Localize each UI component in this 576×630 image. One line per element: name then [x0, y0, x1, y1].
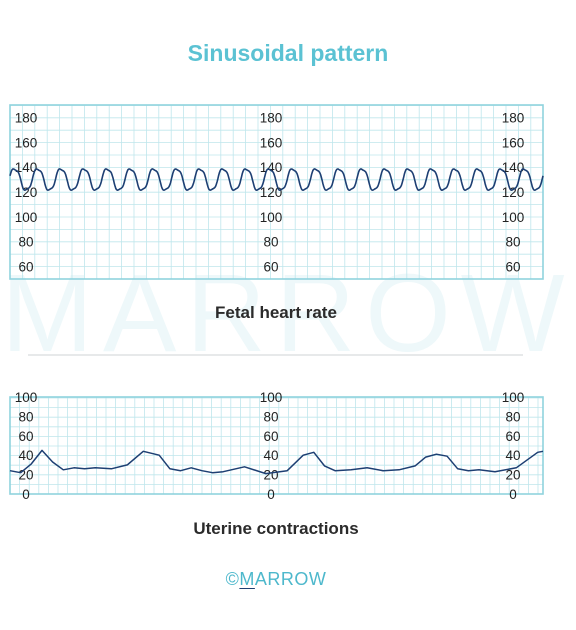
y-tick-label: 40 [263, 448, 278, 463]
y-tick-label: 80 [505, 235, 520, 250]
y-tick-label: 60 [18, 260, 33, 275]
y-tick-label: 20 [505, 468, 520, 483]
y-tick-label: 120 [260, 185, 283, 200]
chart-title: Sinusoidal pattern [187, 40, 389, 66]
y-tick-label: 100 [260, 390, 283, 405]
panel-frame [9, 104, 544, 280]
y-tick-label: 60 [18, 429, 33, 444]
fhr-panel: 60 80 100 120 140 160 180 60 80 100 120 140 160 180 60… [9, 104, 544, 280]
y-tick-label: 100 [502, 390, 525, 405]
y-tick-label: 60 [263, 260, 278, 275]
y-tick-label: 120 [15, 185, 38, 200]
y-tick-label: 80 [18, 235, 33, 250]
brand-name-rest: ARROW [254, 569, 327, 589]
y-tick-label: 40 [18, 448, 33, 463]
y-tick-label: 120 [502, 185, 525, 200]
y-tick-label: 80 [505, 409, 520, 424]
y-tick-label: 60 [263, 429, 278, 444]
y-tick-label: 140 [15, 160, 38, 175]
uc-trace [9, 449, 544, 475]
panel-frame [9, 396, 544, 495]
y-tick-label: 140 [260, 160, 283, 175]
y-tick-label: 0 [509, 487, 517, 502]
y-tick-label: 100 [15, 390, 38, 405]
y-tick-label: 20 [263, 468, 278, 483]
y-tick-label: 40 [505, 448, 520, 463]
y-tick-label: 60 [505, 260, 520, 275]
y-tick-label: 180 [15, 110, 38, 125]
y-tick-label: 180 [502, 110, 525, 125]
y-tick-label: 80 [263, 409, 278, 424]
uc-panel: 0 20 40 60 80 100 0 20 40 60 80 100 0 20 40 60 80 100 [9, 390, 544, 502]
y-tick-label: 60 [505, 429, 520, 444]
watermark-rule [28, 354, 523, 356]
uc-title: Uterine contractions [193, 519, 359, 538]
y-tick-label: 160 [502, 135, 525, 150]
brand-initial: M [239, 569, 255, 589]
y-tick-label: 160 [260, 135, 283, 150]
fhr-title: Fetal heart rate [215, 303, 337, 322]
y-tick-label: 140 [502, 160, 525, 175]
y-tick-label: 0 [267, 487, 275, 502]
brand-logo: ©MARROW [0, 569, 552, 590]
copyright-symbol: © [225, 569, 240, 589]
y-tick-label: 80 [263, 235, 278, 250]
y-tick-label: 160 [15, 135, 38, 150]
y-tick-label: 100 [260, 210, 283, 225]
y-tick-label: 20 [18, 468, 33, 483]
y-tick-label: 80 [18, 409, 33, 424]
y-tick-label: 100 [502, 210, 525, 225]
y-tick-label: 0 [22, 487, 30, 502]
y-tick-label: 100 [15, 210, 38, 225]
fhr-trace [9, 168, 544, 191]
y-tick-label: 180 [260, 110, 283, 125]
